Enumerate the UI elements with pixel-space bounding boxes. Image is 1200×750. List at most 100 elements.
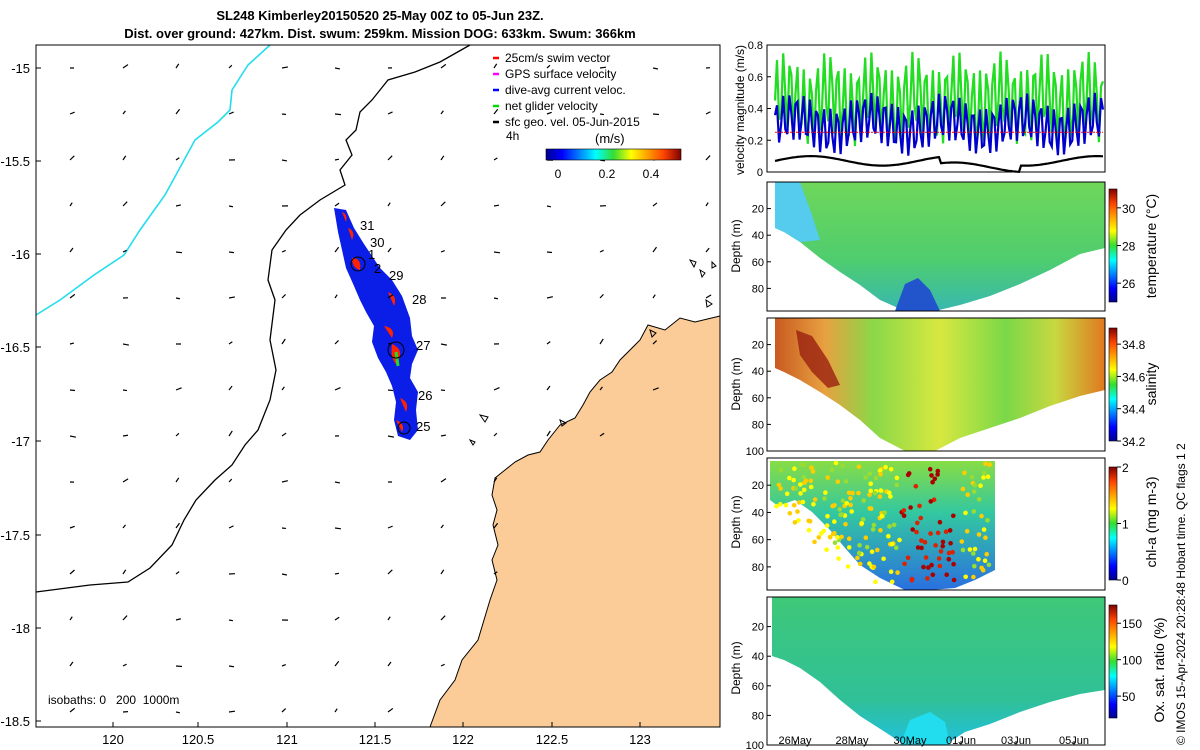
quiver-arrow-55	[228, 251, 235, 254]
chla-point-259	[969, 474, 975, 480]
velocity-ytick-label-2: 0.4	[748, 104, 763, 116]
quiver-arrow-58	[387, 247, 392, 253]
quiver-arrow-150	[175, 665, 183, 668]
quiver-arrow-32	[387, 155, 393, 161]
quiver-arrow-91	[122, 389, 128, 392]
chla-point-120	[908, 505, 913, 510]
quiver-arrow-161	[334, 708, 338, 713]
chla-point-136	[940, 543, 945, 549]
legend-label-4: sfc geo. vel. 05-Jun-2015	[505, 115, 640, 129]
chla-point-98	[950, 549, 955, 555]
map-lat-ticks: -15 -15.5 -16 -16.5 -17 -17.5 -18 -18.5	[0, 61, 41, 729]
chla-point-56	[863, 475, 868, 480]
quiver-arrow-136	[334, 572, 340, 575]
chla-point-130	[871, 522, 877, 528]
track-circle-2	[387, 341, 405, 359]
quiver-arrow-70	[334, 294, 338, 299]
chla-point-4	[940, 539, 946, 545]
quiver-arrow-26	[69, 155, 75, 161]
depth-tick-label-0-1: 40	[752, 230, 764, 242]
chla-point-220	[787, 511, 793, 516]
chla-point-20	[919, 538, 924, 543]
chla-point-61	[889, 579, 895, 585]
chla-point-162	[798, 491, 803, 496]
quiver-arrow-87	[546, 341, 551, 345]
quiver-arrow-109	[440, 434, 447, 437]
depth-axis-ticks: 20 40 60 80 20 40 60 80 100 20 40 60 80 20 40 60 80 100	[746, 204, 771, 750]
quiver-arrow-40	[122, 201, 128, 207]
chla-point-239	[971, 509, 977, 514]
chla-point-257	[875, 547, 880, 553]
map-lon-tick-label-3: 121.5	[359, 732, 392, 747]
time-tick-label-5: 05Jun	[1059, 735, 1089, 747]
chla-point-129	[861, 498, 866, 503]
quiver-arrow-78	[69, 342, 75, 345]
depth-tick-label-3-0: 20	[752, 622, 764, 634]
ox-ticks-label-2: 50	[1122, 690, 1136, 704]
temperature-colorbar	[1108, 188, 1118, 303]
quiver-arrow-117	[281, 480, 288, 483]
salinity-field	[775, 318, 1105, 451]
chla-point-221	[897, 537, 902, 543]
chla-point-218	[960, 486, 966, 492]
chla-point-88	[976, 557, 981, 562]
quiver-arrow-53	[122, 249, 127, 253]
quiver-arrow-44	[334, 202, 340, 207]
chla-point-84	[888, 494, 893, 499]
quiver-arrow-30	[281, 159, 288, 162]
quiver-arrow-121	[493, 477, 498, 483]
quiver-arrow-11	[652, 67, 659, 70]
chl-depth-label: Depth (m)	[729, 495, 743, 548]
chla-point-199	[960, 547, 966, 553]
surface-velocity-arrows	[69, 63, 712, 714]
chla-point-44	[822, 496, 827, 501]
temp-depth-label: Depth (m)	[729, 219, 743, 272]
time-tick-label-3: 01Jun	[946, 735, 976, 747]
quiver-arrow-16	[228, 111, 234, 115]
chla-point-243	[930, 572, 936, 578]
quiver-arrow-138	[440, 569, 445, 575]
velocity-panel: 0 0.2 0.4 0.6 0.8 velocity magnitude (m/s)	[733, 40, 1106, 179]
map-lat-tick-label-5: -17.5	[0, 528, 30, 543]
chla-point-166	[915, 545, 921, 550]
day-label-5: 28	[412, 292, 426, 307]
quiver-arrow-104	[175, 432, 180, 437]
depth-tick-label-2-1: 40	[752, 507, 764, 519]
quiver-arrow-50	[652, 202, 658, 207]
chla-point-75	[811, 502, 816, 507]
chla-point-107	[888, 467, 894, 472]
chla-point-183	[850, 490, 855, 496]
chla-point-143	[864, 544, 870, 550]
chla-point-224	[936, 556, 942, 561]
quiver-arrow-42	[228, 205, 234, 208]
quiver-arrow-63	[652, 246, 658, 253]
chla-point-19	[792, 466, 797, 472]
temperature-cold-core	[895, 278, 940, 311]
chla-point-131	[917, 503, 922, 509]
depth-tick-label-2-3: 80	[752, 562, 764, 574]
chla-point-164	[893, 545, 899, 550]
quiver-arrow-141	[122, 615, 128, 621]
chla-point-256	[979, 513, 984, 519]
sal-ticks-label-1: 34.6	[1122, 370, 1146, 384]
quiver-arrow-100	[599, 386, 603, 391]
chla-point-215	[830, 531, 836, 537]
chla-point-29	[857, 543, 862, 548]
chl-ticks-label-0: 2	[1122, 461, 1129, 475]
chla-point-111	[878, 471, 883, 477]
chla-point-190	[902, 561, 907, 567]
quiver-arrow-108	[387, 435, 395, 438]
chla-point-106	[982, 558, 988, 563]
chla-point-168	[935, 530, 941, 536]
day-label-4: 29	[389, 268, 403, 283]
quiver-arrow-142	[175, 618, 181, 621]
chla-point-0	[878, 528, 883, 533]
quiver-arrow-21	[493, 108, 499, 115]
sal-depth-label: Depth (m)	[729, 357, 743, 410]
chla-point-123	[825, 475, 830, 480]
chla-point-122	[919, 545, 924, 551]
velocity-ylabel: velocity magnitude (m/s)	[733, 45, 747, 175]
day-label-3: 2	[374, 261, 381, 276]
chla-point-23	[867, 492, 872, 498]
quiver-arrow-69	[281, 294, 286, 299]
